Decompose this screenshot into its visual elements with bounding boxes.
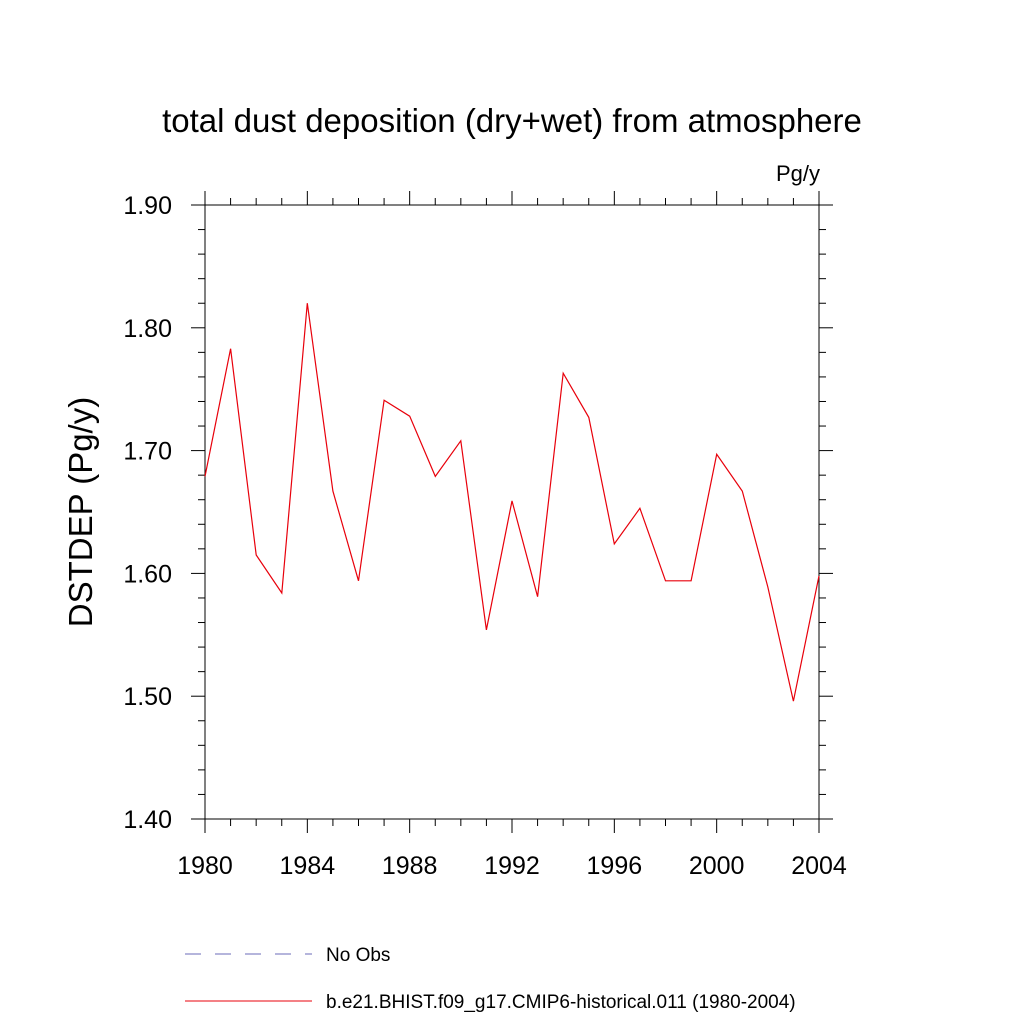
y-tick-label: 1.90 <box>123 192 172 220</box>
x-tick-label: 2004 <box>791 852 847 880</box>
legend-label: b.e21.BHIST.f09_g17.CMIP6-historical.011… <box>326 992 796 1013</box>
x-tick-labels: 1980 1984 1988 1992 1996 2000 2004 <box>177 852 847 880</box>
y-tick-label: 1.40 <box>123 806 172 834</box>
chart-title: total dust deposition (dry+wet) from atm… <box>162 102 862 139</box>
y-axis-label: DSTDEP (Pg/y) <box>62 397 99 627</box>
x-tick-label: 2000 <box>689 852 745 880</box>
x-tick-label: 1992 <box>484 852 540 880</box>
x-tick-label: 1996 <box>587 852 643 880</box>
legend: No Obs b.e21.BHIST.f09_g17.CMIP6-historic… <box>185 945 796 1013</box>
x-tick-label: 1984 <box>280 852 336 880</box>
x-tick-label: 1980 <box>177 852 233 880</box>
plot-frame <box>204 204 820 820</box>
legend-label: No Obs <box>326 945 390 966</box>
series-group <box>204 303 820 702</box>
y-tick-labels: 1.40 1.50 1.60 1.70 1.80 1.90 <box>123 192 172 834</box>
y-tick-label: 1.60 <box>123 560 172 588</box>
y-tick-label: 1.80 <box>123 315 172 343</box>
units-label: Pg/y <box>776 161 820 186</box>
series-line <box>204 303 820 702</box>
x-tick-label: 1988 <box>382 852 438 880</box>
axis-ticks <box>191 191 833 833</box>
y-tick-label: 1.50 <box>123 683 172 711</box>
y-tick-label: 1.70 <box>123 438 172 466</box>
